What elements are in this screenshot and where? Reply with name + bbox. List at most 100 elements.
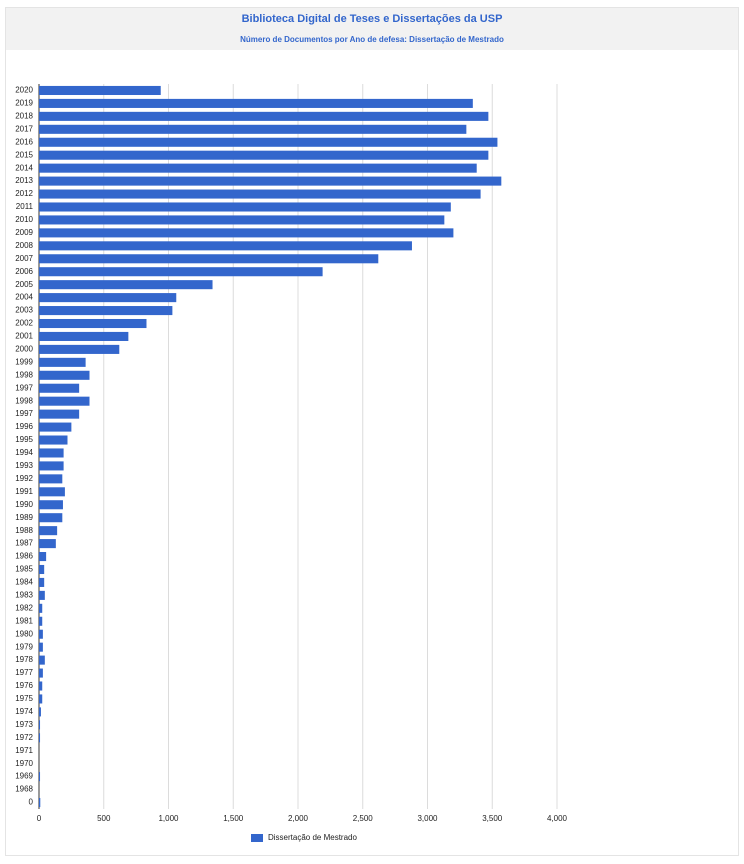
bar <box>39 111 489 121</box>
y-tick-label: 2007 <box>15 254 33 263</box>
y-tick-label: 1978 <box>15 655 33 664</box>
y-tick-label: 1970 <box>15 759 33 768</box>
y-tick-label: 1976 <box>15 681 33 690</box>
x-tick-label: 1,000 <box>158 814 179 823</box>
bar <box>39 474 63 484</box>
bar <box>39 85 161 96</box>
x-tick-label: 3,500 <box>482 814 503 823</box>
bar <box>39 526 58 536</box>
bar <box>39 422 72 432</box>
y-tick-label: 1999 <box>15 357 33 366</box>
y-tick-label: 2016 <box>15 137 33 146</box>
bar <box>39 552 47 562</box>
bar <box>39 228 454 238</box>
chart-title: Biblioteca Digital de Teses e Dissertaçõ… <box>241 13 503 25</box>
bar <box>39 344 120 354</box>
y-tick-label: 1987 <box>15 539 33 548</box>
bar <box>39 318 147 329</box>
bar <box>39 513 63 523</box>
bar <box>39 500 63 510</box>
x-tick-label: 4,000 <box>547 814 568 823</box>
bar <box>39 306 173 316</box>
y-tick-label: 2009 <box>15 228 33 237</box>
bar <box>39 137 498 147</box>
bar <box>39 655 45 665</box>
bar <box>39 603 43 613</box>
y-tick-label: 1989 <box>15 513 33 522</box>
legend-swatch <box>251 834 263 842</box>
x-tick-label: 1,500 <box>223 814 244 823</box>
y-tick-label: 2019 <box>15 99 33 108</box>
y-tick-label: 2012 <box>15 189 33 198</box>
y-tick-label: 2011 <box>16 202 34 211</box>
y-tick-label: 1991 <box>15 487 33 496</box>
y-tick-label: 1996 <box>15 422 33 431</box>
bar <box>39 163 477 173</box>
y-tick-label: 2000 <box>15 345 33 354</box>
y-tick-label: 1998 <box>15 396 33 405</box>
bar <box>39 448 64 458</box>
bar <box>39 98 473 108</box>
y-tick-label: 1980 <box>15 629 33 638</box>
chart-subtitle: Número de Documentos por Ano de defesa: … <box>240 35 504 44</box>
bar <box>39 370 90 380</box>
y-tick-label: 1986 <box>15 552 33 561</box>
y-tick-label: 1990 <box>15 500 33 509</box>
y-tick-label: 1998 <box>15 370 33 379</box>
bar <box>39 487 65 497</box>
y-tick-label: 1969 <box>15 772 33 781</box>
y-tick-label: 2001 <box>15 332 33 341</box>
y-tick-label: 2006 <box>15 267 33 276</box>
x-tick-label: 500 <box>97 814 111 823</box>
y-tick-label: 1993 <box>15 461 33 470</box>
y-tick-label: 1985 <box>15 565 33 574</box>
y-tick-label: 2013 <box>15 176 33 185</box>
bar <box>39 280 213 290</box>
y-tick-label: 2004 <box>15 293 33 302</box>
bar <box>39 564 45 575</box>
bar <box>39 124 467 134</box>
y-tick-label: 2018 <box>15 111 33 120</box>
bar <box>39 539 56 549</box>
y-tick-label: 1975 <box>15 694 33 703</box>
y-tick-label: 2010 <box>15 215 33 224</box>
y-tick-label: 1971 <box>15 746 33 755</box>
bar <box>39 707 41 717</box>
y-tick-label: 1992 <box>15 474 33 483</box>
bar <box>39 435 68 445</box>
y-tick-label: 1977 <box>15 668 33 677</box>
bar <box>39 577 45 587</box>
bar <box>39 267 323 277</box>
bar <box>39 694 43 704</box>
y-tick-label: 0 <box>29 798 34 807</box>
x-tick-label: 2,500 <box>353 814 374 823</box>
y-tick-label: 1974 <box>15 707 33 716</box>
y-tick-label: 1972 <box>15 733 33 742</box>
y-tick-label: 1997 <box>15 383 33 392</box>
y-tick-label: 1982 <box>15 603 33 612</box>
bar <box>39 733 41 743</box>
y-tick-label: 1968 <box>15 785 33 794</box>
bar <box>39 629 43 639</box>
bar <box>39 241 412 251</box>
x-tick-label: 0 <box>37 814 42 823</box>
y-tick-label: 1983 <box>15 590 33 599</box>
y-tick-label: 2005 <box>15 280 33 289</box>
bar <box>39 396 90 406</box>
bar <box>39 254 379 264</box>
y-tick-label: 1973 <box>15 720 33 729</box>
y-tick-label: 1995 <box>15 435 33 444</box>
bar <box>39 293 177 303</box>
y-tick-label: 1979 <box>15 642 33 651</box>
y-tick-label: 2014 <box>15 163 33 172</box>
bar <box>39 772 41 782</box>
y-tick-label: 2008 <box>15 241 33 250</box>
bar <box>39 357 86 367</box>
bar <box>39 189 481 199</box>
y-tick-label: 1988 <box>15 526 33 535</box>
y-tick-label: 2017 <box>15 124 33 133</box>
bar <box>39 681 43 691</box>
y-tick-label: 1984 <box>15 578 33 587</box>
